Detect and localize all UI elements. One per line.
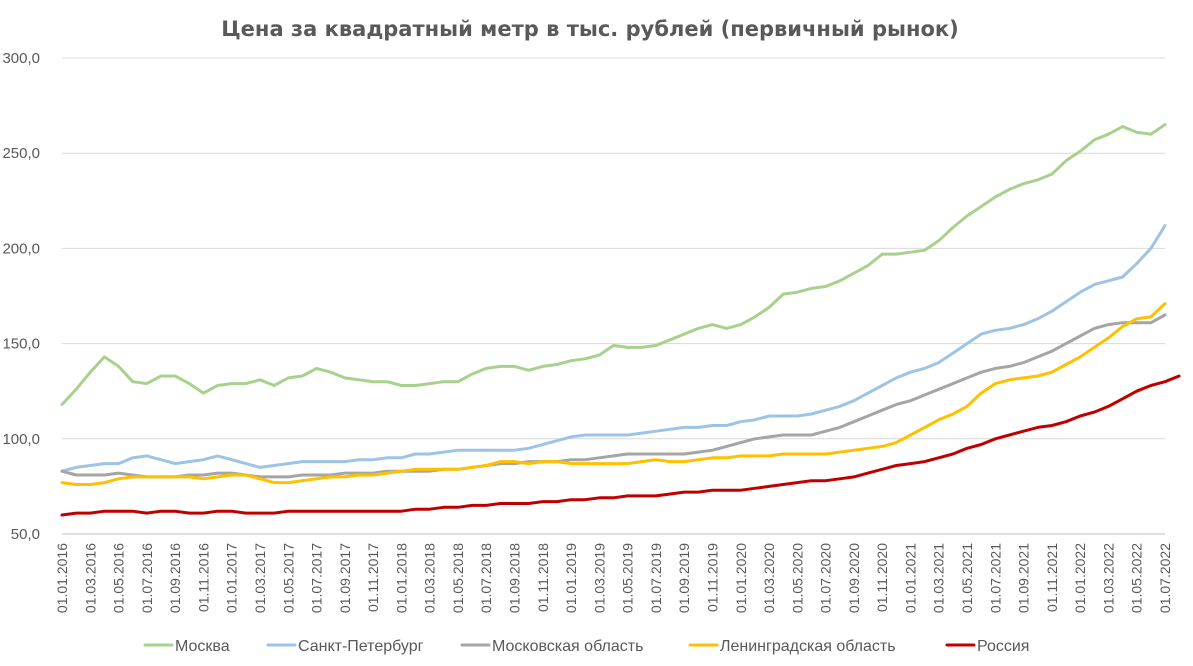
- x-tick-label: 01.11.2020: [874, 543, 890, 612]
- x-tick-label: 01.07.2021: [987, 543, 1003, 613]
- gridlines: [62, 57, 1165, 535]
- x-tick-label: 01.03.2016: [82, 543, 98, 613]
- x-tick-label: 01.01.2019: [563, 543, 579, 613]
- x-tick-label: 01.05.2019: [620, 543, 636, 613]
- legend-label-3: Ленинградская область: [720, 638, 896, 655]
- x-tick-label: 01.01.2020: [733, 543, 749, 613]
- y-tick-label: 50,0: [11, 526, 40, 543]
- legend-label-1: Санкт-Петербург: [298, 638, 424, 655]
- x-tick-label: 01.07.2018: [478, 543, 494, 613]
- y-axis-ticks: 50,0 100,0 150,0 200,0 250,0 300,0: [2, 50, 40, 543]
- x-tick-label: 01.09.2016: [167, 543, 183, 613]
- x-tick-label: 01.03.2019: [591, 543, 607, 613]
- x-tick-label: 01.11.2017: [365, 543, 381, 612]
- x-tick-label: 01.09.2019: [676, 543, 692, 613]
- x-tick-label: 01.05.2022: [1129, 543, 1145, 613]
- chart-title: Цена за квадратный метр в тыс. рублей (п…: [221, 17, 959, 41]
- x-tick-label: 01.07.2019: [648, 543, 664, 613]
- series-line-4: [60, 374, 1181, 517]
- x-tick-label: 01.05.2016: [111, 543, 127, 613]
- x-tick-label: 01.07.2016: [139, 543, 155, 613]
- x-tick-label: 01.07.2020: [818, 543, 834, 613]
- y-tick-label: 200,0: [2, 240, 40, 257]
- x-tick-label: 01.01.2022: [1072, 543, 1088, 613]
- x-tick-label: 01.11.2016: [195, 543, 211, 612]
- legend-label-4: Россия: [977, 638, 1029, 655]
- x-tick-label: 01.11.2018: [535, 543, 551, 612]
- x-tick-label: 01.07.2022: [1157, 543, 1173, 613]
- x-tick-label: 01.11.2021: [1044, 543, 1060, 612]
- y-tick-label: 250,0: [2, 145, 40, 162]
- legend: Москва Санкт-Петербург Московская область Л…: [143, 638, 1029, 655]
- y-tick-label: 150,0: [2, 336, 40, 353]
- series-line-3: [60, 302, 1167, 486]
- y-tick-label: 300,0: [2, 50, 40, 67]
- series-line-2: [60, 313, 1167, 479]
- x-tick-label: 01.05.2021: [959, 543, 975, 613]
- x-tick-label: 01.03.2022: [1100, 543, 1116, 613]
- x-tick-label: 01.05.2020: [789, 543, 805, 613]
- x-tick-label: 01.03.2021: [931, 543, 947, 613]
- x-tick-label: 01.03.2018: [422, 543, 438, 613]
- x-tick-label: 01.01.2016: [54, 543, 70, 613]
- series-line-0: [60, 123, 1167, 406]
- x-tick-label: 01.03.2020: [761, 543, 777, 613]
- x-tick-label: 01.09.2020: [846, 543, 862, 613]
- x-tick-label: 01.11.2019: [704, 543, 720, 612]
- x-tick-label: 01.05.2018: [450, 543, 466, 613]
- x-tick-label: 01.01.2018: [393, 543, 409, 613]
- x-tick-label: 01.07.2017: [309, 543, 325, 613]
- legend-label-0: Москва: [175, 638, 230, 655]
- series-line-1: [60, 224, 1167, 473]
- x-tick-label: 01.09.2018: [507, 543, 523, 613]
- x-tick-label: 01.01.2017: [224, 543, 240, 613]
- y-tick-label: 100,0: [2, 431, 40, 448]
- x-tick-label: 01.01.2021: [902, 543, 918, 613]
- legend-label-2: Московская область: [492, 638, 643, 655]
- x-tick-label: 01.03.2017: [252, 543, 268, 613]
- x-axis-ticks: 01.01.2016 01.03.2016 01.05.2016 01.07.2016…: [54, 543, 1173, 613]
- x-tick-label: 01.09.2017: [337, 543, 353, 613]
- x-tick-label: 01.05.2017: [280, 543, 296, 613]
- series-lines: [60, 123, 1181, 517]
- x-tick-label: 01.09.2021: [1016, 543, 1032, 613]
